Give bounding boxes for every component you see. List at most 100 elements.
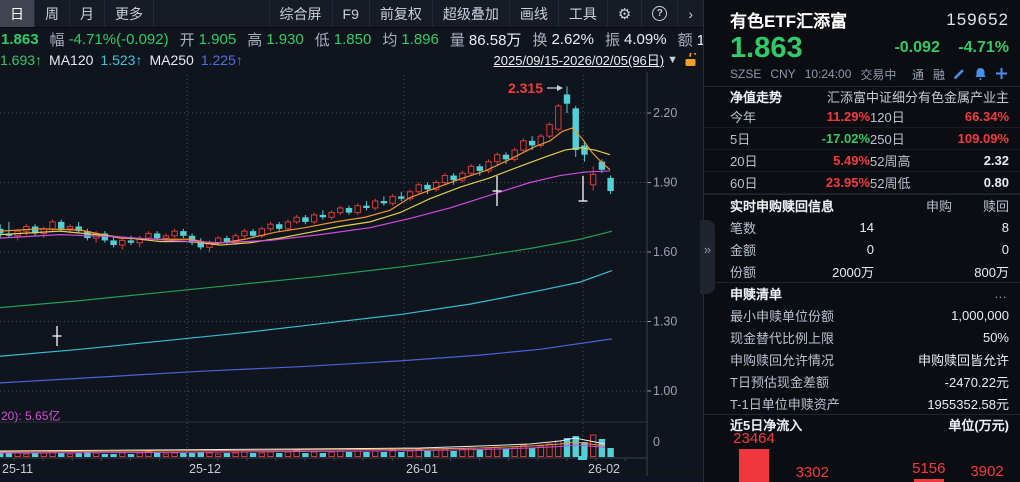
- return-value: 5.49%: [833, 153, 870, 168]
- panel-last-price: 1.863: [730, 32, 803, 64]
- quote-field-value: 2.62%: [551, 31, 594, 48]
- date-range-selector[interactable]: 2025/09/15-2026/02/05(96日): [493, 53, 665, 68]
- quote-field-label: 量: [449, 32, 465, 49]
- gear-icon: ⚙: [617, 5, 632, 23]
- col-redeem: 赎回: [982, 199, 1009, 214]
- subscription-row-份额: 份额 2000万 800万: [704, 260, 1020, 282]
- return-value: 23.95%: [825, 175, 870, 190]
- period-tab-group: 日周月更多: [0, 0, 154, 27]
- last-price: 1.863: [1, 31, 39, 48]
- settings-button[interactable]: ⚙: [606, 0, 641, 27]
- subscription-row-金额: 金额 0 0: [704, 238, 1020, 260]
- quote-field-高: 高 1.930: [247, 29, 304, 50]
- caret-down-icon[interactable]: ▼: [667, 53, 678, 66]
- redemption-list-header: 申赎清单 …: [704, 282, 1020, 304]
- period-tab-日[interactable]: 日: [0, 0, 35, 27]
- return-label: 52周低: [870, 176, 911, 191]
- quote-field-value: 1.930: [266, 31, 304, 48]
- quote-time: 10:24:00: [804, 67, 852, 81]
- detail-row-最小申赎单位份额: 最小申赎单位份额 1,000,000: [704, 304, 1020, 326]
- return-value: 11.29%: [826, 109, 870, 124]
- return-label: 20日: [730, 154, 758, 169]
- returns-row: 今年 11.29% 120日 66.34%: [704, 106, 1020, 128]
- subscription-header-row: 实时申购赎回信息 申购 赎回: [704, 194, 1020, 216]
- redeem-value: 0: [1001, 241, 1009, 257]
- unlock-icon[interactable]: [684, 52, 697, 67]
- currency-label: CNY: [770, 67, 796, 81]
- quote-info-bar: 1.863 幅 -4.71%(-0.092) 开 1.905 高 1.930 低 1.850 均…: [0, 28, 768, 51]
- panel-collapse-handle[interactable]: »: [700, 220, 715, 294]
- detail-value: 申购赎回皆允许: [917, 352, 1009, 368]
- quote-field-value: 1.905: [198, 31, 237, 48]
- redeem-value: 800万: [974, 264, 1009, 280]
- detail-label: 申购赎回允许情况: [730, 352, 835, 368]
- detail-label: 现金替代比例上限: [730, 330, 835, 346]
- return-cell-250日: 250日 109.09%: [870, 129, 1009, 148]
- inflow-value-day2: 3302: [795, 464, 829, 481]
- margin-badge-rong: 融: [932, 67, 945, 82]
- candlestick-volume-chart[interactable]: 2.20 1.90 1.60 1.30 1.00 0 25-11 25-12 26-01 26-0…: [0, 68, 703, 482]
- quote-field-label: 振: [605, 32, 621, 49]
- net-inflow-bar-chart: 23464 3302 5156 3902: [704, 430, 1020, 482]
- subscribe-value: 0: [866, 241, 875, 257]
- period-tab-月[interactable]: 月: [70, 0, 105, 27]
- toolbar-expand-button[interactable]: ›: [677, 0, 703, 27]
- menu-item-工具[interactable]: 工具: [557, 0, 607, 27]
- ma-token: 1.225↑: [200, 51, 243, 68]
- edit-pencil-icon[interactable]: [953, 67, 967, 81]
- quote-field-label: 均: [382, 32, 398, 49]
- chevron-right-icon: ›: [688, 5, 693, 22]
- return-cell-52周高: 52周高 2.32: [870, 151, 1009, 170]
- net-inflow-unit: 单位(万元): [948, 418, 1009, 433]
- detail-value: 1955352.58元: [927, 396, 1009, 412]
- detail-value: 50%: [982, 329, 1009, 345]
- subscription-row-label: 份额: [730, 264, 757, 280]
- quote-field-label: 低: [314, 32, 330, 49]
- detail-row-现金替代比例上限: 现金替代比例上限 50%: [704, 326, 1020, 348]
- return-value: 2.32: [983, 153, 1009, 168]
- alert-bell-icon[interactable]: [974, 67, 988, 81]
- double-chevron-right-icon: »: [703, 242, 712, 257]
- svg-text:0: 0: [653, 435, 660, 449]
- help-icon: ?: [652, 6, 668, 21]
- quote-field-label: 幅: [49, 32, 65, 49]
- return-label: 今年: [730, 110, 757, 125]
- detail-value: -2470.22元: [944, 374, 1009, 390]
- ma-values-bar: 1.693↑ MA120 1.523↑ MA250 1.225↑ 2025/09/15-…: [0, 51, 703, 68]
- menu-item-综合屏[interactable]: 综合屏: [268, 0, 332, 27]
- quote-field-value: 86.58万: [468, 32, 522, 49]
- quote-field-换: 换 2.62%: [532, 29, 594, 50]
- svg-text:26-02: 26-02: [588, 462, 620, 476]
- quote-field-label: 额: [677, 32, 693, 49]
- return-cell-20日: 20日 5.49%: [730, 151, 870, 170]
- inflow-value-day4: 5156: [912, 460, 946, 477]
- quote-field-开: 开 1.905: [180, 29, 237, 50]
- menu-item-前复权[interactable]: 前复权: [368, 0, 432, 27]
- more-button[interactable]: …: [994, 286, 1009, 301]
- quote-field-幅: 幅 -4.71%(-0.092): [50, 29, 169, 50]
- detail-value: 1,000,000: [951, 307, 1009, 323]
- svg-text:25-12: 25-12: [189, 462, 221, 476]
- subscription-rows: 笔数 14 8 金额 0 0 份额 2000万 800万: [704, 216, 1020, 282]
- help-button[interactable]: ?: [641, 0, 677, 27]
- add-plus-icon[interactable]: [995, 67, 1009, 81]
- menu-item-F9[interactable]: F9: [331, 0, 369, 27]
- chart-toolbar: 日周月更多 综合屏 F9 前复权 超级叠加 画线 工具 ⚙ ? ›: [0, 0, 703, 28]
- menu-item-超级叠加[interactable]: 超级叠加: [431, 0, 509, 27]
- period-tab-周[interactable]: 周: [35, 0, 70, 27]
- quote-field-label: 换: [532, 32, 548, 49]
- svg-text:26-01: 26-01: [406, 462, 438, 476]
- detail-row-T日预估现金差额: T日预估现金差额 -2470.22元: [704, 370, 1020, 392]
- inflow-value-day5: 3902: [970, 463, 1004, 480]
- menu-item-画线[interactable]: 画线: [508, 0, 558, 27]
- period-tab-更多[interactable]: 更多: [105, 0, 154, 27]
- redemption-detail-rows: 最小申赎单位份额 1,000,000 现金替代比例上限 50% 申购赎回允许情况 申购赎回…: [704, 304, 1020, 414]
- nav-trend-title[interactable]: 净值走势: [730, 90, 783, 105]
- return-value: 0.80: [983, 175, 1009, 190]
- return-cell-120日: 120日 66.34%: [870, 107, 1009, 126]
- subscription-row-笔数: 笔数 14 8: [704, 216, 1020, 238]
- return-value: 109.09%: [957, 131, 1009, 146]
- quote-field-低: 低 1.850: [315, 29, 372, 50]
- toolbar-menu-group: 综合屏 F9 前复权 超级叠加 画线 工具 ⚙ ? ›: [268, 0, 703, 27]
